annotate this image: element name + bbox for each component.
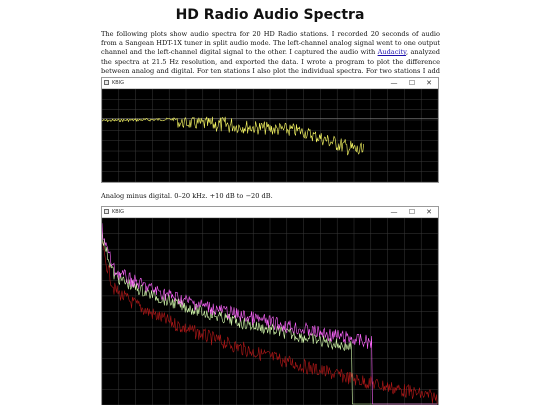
spectra-plot-window: KBIG — ☐ ✕ xyxy=(101,206,439,405)
plot-caption: Analog minus digital. 0–20 kHz. +10 dB t… xyxy=(101,192,273,200)
window-titlebar[interactable]: KBIG — ☐ ✕ xyxy=(102,207,438,218)
window-titlebar[interactable]: KBIG — ☐ ✕ xyxy=(102,78,438,89)
close-icon[interactable]: ✕ xyxy=(426,79,432,87)
analog-trace xyxy=(102,223,438,405)
source-trace xyxy=(102,241,438,405)
difference-plot-area xyxy=(102,89,438,182)
maximize-icon[interactable]: ☐ xyxy=(408,79,416,87)
page-title: HD Radio Audio Spectra xyxy=(175,7,365,23)
audacity-link[interactable]: Audacity xyxy=(377,48,407,57)
difference-trace xyxy=(102,116,364,156)
app-icon xyxy=(104,80,109,85)
window-title: KBIG xyxy=(112,80,125,86)
maximize-icon[interactable]: ☐ xyxy=(408,208,416,216)
intro-text-start: The following plots show audio spectra f… xyxy=(101,30,440,57)
close-icon[interactable]: ✕ xyxy=(426,208,432,216)
spectra-plot-area xyxy=(102,218,438,405)
minimize-icon[interactable]: — xyxy=(390,79,398,87)
app-icon xyxy=(104,209,109,214)
spectra-grid xyxy=(102,218,438,405)
difference-plot-svg xyxy=(102,89,438,182)
spectra-plot-svg xyxy=(102,218,438,405)
difference-plot-window: KBIG — ☐ ✕ xyxy=(101,77,439,183)
minimize-icon[interactable]: — xyxy=(390,208,398,216)
difference-grid xyxy=(102,89,438,182)
window-title: KBIG xyxy=(112,209,125,215)
